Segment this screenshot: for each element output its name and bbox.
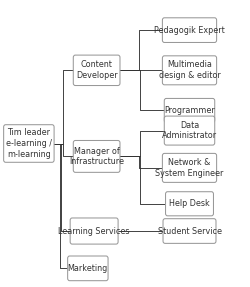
Text: Marketing: Marketing	[68, 264, 108, 273]
FancyBboxPatch shape	[162, 56, 216, 85]
Text: Data
Administrator: Data Administrator	[161, 121, 216, 140]
FancyBboxPatch shape	[162, 153, 216, 183]
FancyBboxPatch shape	[67, 256, 108, 281]
Text: Tim leader
e-learning /
m-learning: Tim leader e-learning / m-learning	[6, 128, 52, 159]
FancyBboxPatch shape	[164, 116, 214, 145]
FancyBboxPatch shape	[165, 192, 213, 216]
FancyBboxPatch shape	[73, 55, 120, 86]
Text: Help Desk: Help Desk	[168, 199, 209, 208]
Text: Pedagogik Expert: Pedagogik Expert	[154, 26, 224, 35]
Text: Content
Developer: Content Developer	[76, 61, 117, 80]
Text: Learning Services: Learning Services	[58, 226, 129, 236]
FancyBboxPatch shape	[162, 18, 216, 42]
Text: Programmer: Programmer	[164, 106, 214, 115]
FancyBboxPatch shape	[4, 125, 54, 162]
Text: Student Service: Student Service	[157, 226, 220, 236]
Text: Network &
System Engineer: Network & System Engineer	[155, 158, 223, 178]
FancyBboxPatch shape	[70, 218, 118, 244]
FancyBboxPatch shape	[164, 98, 214, 123]
FancyBboxPatch shape	[162, 219, 215, 243]
FancyBboxPatch shape	[73, 140, 120, 172]
Text: Multimedia
design & editor: Multimedia design & editor	[158, 61, 220, 80]
Text: Manager of
Infrastructure: Manager of Infrastructure	[69, 147, 124, 166]
